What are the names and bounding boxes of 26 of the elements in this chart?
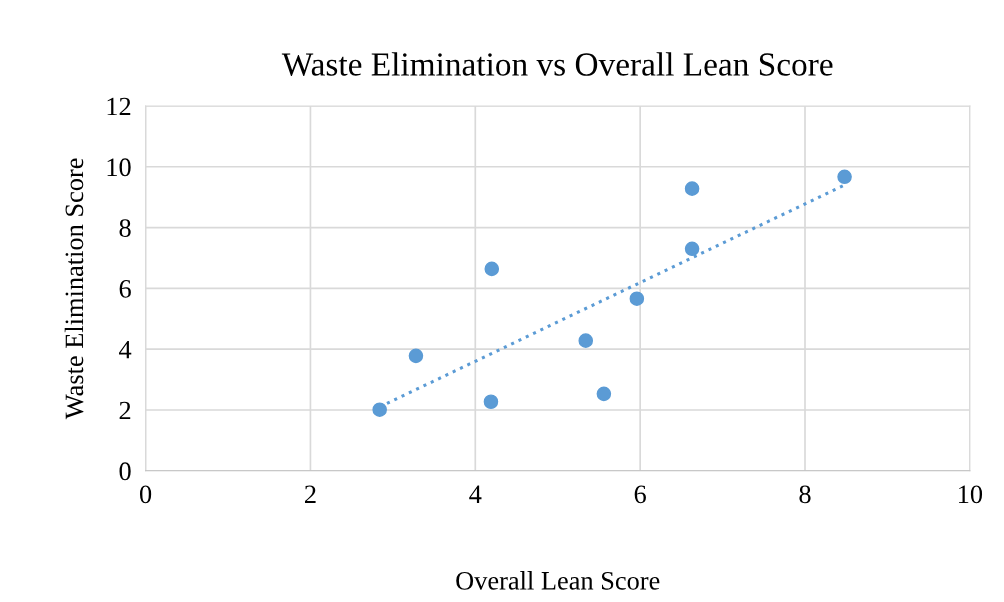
y-tick-label: 8 (119, 219, 131, 237)
point (837, 169, 852, 185)
point (408, 348, 424, 364)
x-tick-label: 2 (305, 485, 316, 503)
y-tick-label: 4 (119, 340, 132, 359)
y-tick-label: 2 (119, 401, 131, 420)
point (596, 386, 612, 402)
point (629, 291, 645, 306)
y-tick-label: 12 (107, 97, 131, 116)
y-tick-label: 6 (119, 280, 131, 298)
x-tick-label: 10 (958, 485, 983, 504)
x-tick-label: 0 (139, 485, 152, 504)
x-tick-label: 4 (469, 485, 482, 503)
point (684, 181, 700, 196)
y-axis-title: Waste Elimination Score (64, 158, 84, 420)
y-tick-label: 0 (119, 462, 131, 481)
point (684, 241, 700, 257)
x-axis-title: Overall Lean Score (456, 571, 660, 590)
x-tick-label: 6 (634, 485, 646, 504)
point (484, 261, 500, 277)
chart-title: Waste Elimination vs Overall Lean Score (281, 52, 833, 76)
point (483, 394, 499, 410)
x-tick-label: 8 (799, 485, 811, 504)
y-tick-label: 10 (107, 158, 131, 177)
point (578, 333, 594, 348)
point (372, 402, 387, 417)
